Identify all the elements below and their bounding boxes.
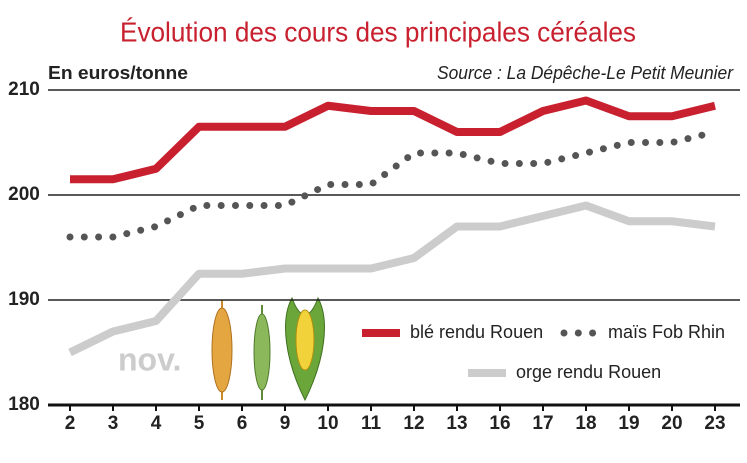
x-tick-label: 11 — [361, 413, 382, 434]
x-tick-label: 4 — [151, 413, 162, 434]
x-tick-label: 10 — [317, 413, 338, 434]
x-tick-label: 19 — [618, 413, 639, 434]
source: Source : La Dépêche-Le Petit Meunier — [437, 63, 734, 83]
x-tick-label: 16 — [489, 413, 510, 434]
x-tick-label: 9 — [280, 413, 291, 434]
grain-icons — [211, 296, 325, 402]
legend-label: maïs Fob Rhin — [608, 322, 725, 342]
legend-label: orge rendu Rouen — [516, 362, 661, 382]
x-tick-label: 13 — [446, 413, 467, 434]
x-tick-label: 18 — [575, 413, 596, 434]
y-axis-label: En euros/tonne — [48, 63, 188, 83]
x-tick-label: 6 — [237, 413, 248, 434]
x-tick-label: 23 — [704, 413, 725, 434]
annotation: nov. — [118, 341, 181, 377]
x-tick-label: 17 — [532, 413, 553, 434]
x-tick-label: 2 — [65, 413, 76, 434]
series-line — [66, 128, 719, 241]
series-line — [68, 201, 716, 357]
chart-title: Évolution des cours des principales céré… — [120, 16, 636, 47]
x-tick-label: 12 — [403, 413, 424, 434]
y-tick-label: 210 — [8, 79, 40, 100]
legend-label: blé rendu Rouen — [410, 322, 543, 342]
y-tick-label: 180 — [8, 394, 40, 415]
x-tick-label: 3 — [108, 413, 119, 434]
x-tick-label: 5 — [194, 413, 205, 434]
y-tick-label: 200 — [8, 184, 40, 205]
y-tick-label: 190 — [8, 289, 40, 310]
series-line — [70, 96, 716, 184]
x-tick-label: 20 — [661, 413, 682, 434]
